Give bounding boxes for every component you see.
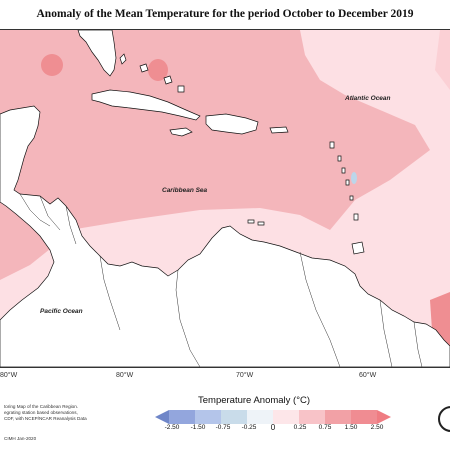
colorbar-segment bbox=[351, 410, 377, 424]
land-abc-islands bbox=[247, 219, 265, 226]
colorbar-segment bbox=[325, 410, 351, 424]
map-title: Anomaly of the Mean Temperature for the … bbox=[36, 8, 414, 20]
organization-logo bbox=[438, 406, 450, 432]
land-florida bbox=[77, 30, 117, 77]
land-bahamas bbox=[119, 53, 185, 93]
longitude-label: 80°W bbox=[0, 372, 18, 379]
land-trinidad bbox=[351, 241, 365, 255]
land-puerto-rico bbox=[269, 126, 289, 134]
land-hispaniola bbox=[205, 113, 259, 135]
credit-line: egrating station based observations, bbox=[4, 410, 78, 416]
caribbean-sea-label: Caribbean Sea bbox=[162, 187, 208, 194]
anomaly-zone-light-east bbox=[435, 30, 450, 90]
colorbar-arrow-right bbox=[377, 410, 391, 424]
anomaly-zone-light-northeast bbox=[300, 30, 450, 367]
land-masses bbox=[0, 30, 450, 367]
colorbar-segment bbox=[169, 410, 195, 424]
land-jamaica bbox=[169, 127, 193, 137]
legend-tick: -0.25 bbox=[241, 424, 257, 431]
anomaly-patch-blue bbox=[351, 172, 357, 184]
longitude-label: 70°W bbox=[236, 372, 254, 379]
legend-title: Temperature Anomaly (°C) bbox=[198, 395, 311, 406]
anomaly-hotspot-bahamas bbox=[148, 59, 168, 81]
temperature-anomaly-map: Atlantic Ocean Caribbean Sea Pacific Oce… bbox=[0, 29, 450, 368]
colorbar-segment bbox=[273, 410, 299, 424]
colorbar-segment bbox=[195, 410, 221, 424]
credit-text: toring Map of the Caribbean Region. egra… bbox=[4, 404, 124, 423]
colorbar-segment bbox=[221, 410, 247, 424]
land-cuba bbox=[91, 89, 201, 121]
colorbar-segment bbox=[247, 410, 273, 424]
legend-tick: 0.75 bbox=[318, 424, 332, 431]
land-mainland bbox=[0, 105, 450, 367]
colorbar-segment bbox=[299, 410, 325, 424]
legend-tick: 2.50 bbox=[370, 424, 384, 431]
legend-tick: 1.50 bbox=[344, 424, 358, 431]
pacific-ocean-label: Pacific Ocean bbox=[40, 308, 83, 315]
legend-tick: 0.25 bbox=[293, 424, 307, 431]
credit-date: CIMH Jan-2020 bbox=[4, 436, 37, 441]
legend-tick: -1.50 bbox=[190, 424, 206, 431]
colorbar-arrow-left bbox=[155, 410, 169, 424]
longitude-label: 80°W bbox=[116, 372, 134, 379]
atlantic-ocean-label: Atlantic Ocean bbox=[344, 95, 391, 102]
credit-line: toring Map of the Caribbean Region. bbox=[4, 404, 79, 409]
anomaly-hotspot-gulf bbox=[41, 54, 63, 76]
legend-tick: 0 bbox=[270, 423, 276, 432]
legend-tick: -0.75 bbox=[215, 424, 231, 431]
credit-line: CDF, with NCEP/NCAR Reanalysis Data bbox=[4, 416, 87, 422]
legend-tick: -2.50 bbox=[164, 424, 180, 431]
longitude-label: 60°W bbox=[359, 372, 377, 379]
country-borders bbox=[19, 193, 423, 367]
colorbar bbox=[155, 410, 391, 424]
land-lesser-antilles bbox=[329, 141, 359, 221]
